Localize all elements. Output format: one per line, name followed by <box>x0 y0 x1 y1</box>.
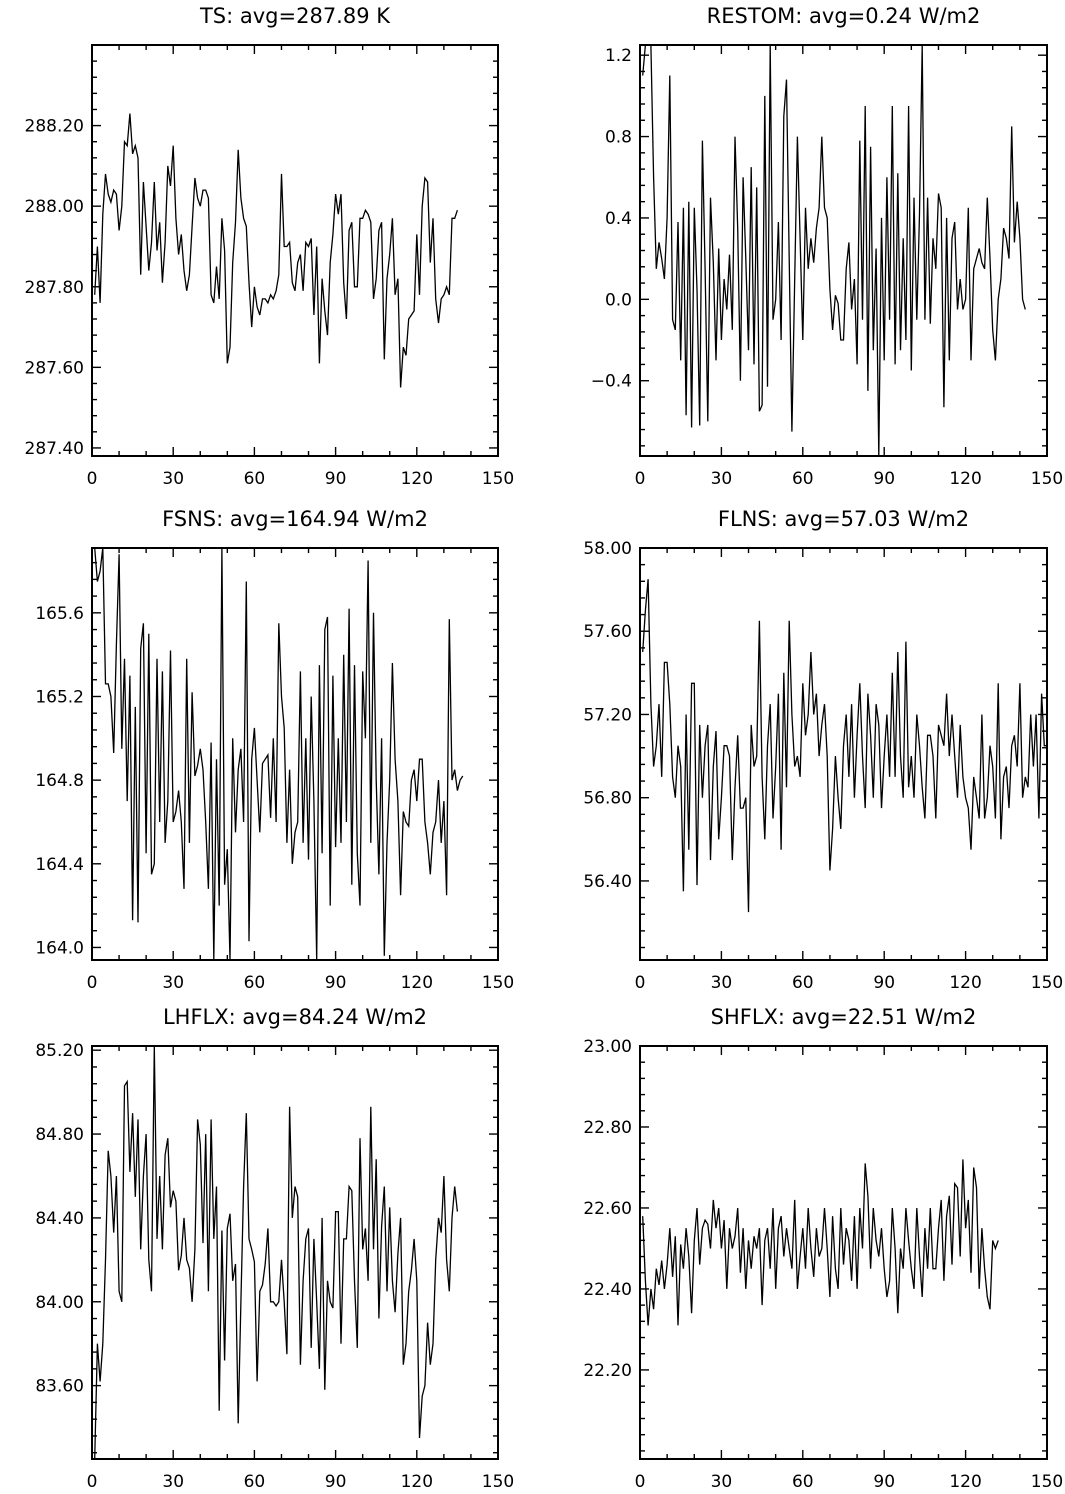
plot-frame <box>91 44 499 457</box>
panel-2: RESTOM: avg=0.24 W/m2 0 30 60 90 120 150 −0.4 0.… <box>591 4 1064 489</box>
y-tick-label: 23.00 <box>583 1037 632 1057</box>
y-tick-label: 56.80 <box>583 789 632 809</box>
x-tick-label: 90 <box>873 1472 895 1492</box>
y-tick-label: 58.00 <box>583 539 632 559</box>
plot-title: RESTOM: avg=0.24 W/m2 <box>707 4 981 28</box>
x-tick-label: 60 <box>792 469 814 489</box>
plot-frame <box>91 1045 499 1460</box>
x-tick-label: 150 <box>1031 469 1063 489</box>
y-tick-label: 1.2 <box>605 46 632 66</box>
x-tick-label: 60 <box>244 1472 266 1492</box>
x-tick-label: 0 <box>635 1472 646 1492</box>
plot-title: FLNS: avg=57.03 W/m2 <box>718 507 969 531</box>
x-tick-label: 30 <box>711 469 733 489</box>
y-tick-label: 287.60 <box>25 358 84 378</box>
x-tick-label: 120 <box>949 469 981 489</box>
x-tick-label: 0 <box>635 973 646 993</box>
x-tick-label: 120 <box>401 973 433 993</box>
panel-4: FLNS: avg=57.03 W/m2 0 30 60 90 120 150 56.40 56… <box>583 507 1063 993</box>
y-tick-label: 164.4 <box>35 855 84 875</box>
x-tick-label: 30 <box>162 1472 184 1492</box>
y-tick-label: 287.40 <box>25 439 84 459</box>
plot-title: LHFLX: avg=84.24 W/m2 <box>163 1005 427 1029</box>
plot-frame <box>639 44 1048 457</box>
y-tick-label: 0.4 <box>605 209 632 229</box>
x-tick-label: 0 <box>87 973 98 993</box>
y-tick-label: 164.0 <box>35 938 84 958</box>
x-tick-label: 150 <box>482 469 514 489</box>
y-tick-label: 165.6 <box>35 604 84 624</box>
y-tick-label: 0.8 <box>605 128 632 148</box>
x-tick-label: 60 <box>792 973 814 993</box>
plot-frame <box>639 547 1048 961</box>
x-tick-label: 30 <box>162 469 184 489</box>
panel-5: LHFLX: avg=84.24 W/m2 0 30 60 90 120 150 83.60 8… <box>35 1005 514 1492</box>
series-line <box>642 1159 999 1326</box>
x-tick-label: 60 <box>244 973 266 993</box>
y-tick-label: 0.0 <box>605 290 632 310</box>
plot-title: FSNS: avg=164.94 W/m2 <box>162 507 428 531</box>
y-tick-label: 57.20 <box>583 705 632 725</box>
series-line <box>94 113 459 388</box>
y-tick-label: 84.40 <box>35 1209 84 1229</box>
series-line <box>94 548 464 960</box>
x-tick-label: 30 <box>711 1472 733 1492</box>
x-tick-label: 90 <box>325 469 347 489</box>
x-tick-label: 0 <box>87 1472 98 1492</box>
y-tick-label: 164.8 <box>35 771 84 791</box>
x-tick-label: 0 <box>635 469 646 489</box>
plot-frame <box>91 547 499 961</box>
y-tick-label: 84.80 <box>35 1125 84 1145</box>
x-tick-label: 30 <box>162 973 184 993</box>
y-tick-label: 56.40 <box>583 872 632 892</box>
x-tick-label: 30 <box>711 973 733 993</box>
panel-6: SHFLX: avg=22.51 W/m2 0 30 60 90 120 150 22.20 2… <box>583 1005 1063 1492</box>
plot-title: TS: avg=287.89 K <box>199 4 391 28</box>
series-line <box>642 45 1026 456</box>
x-tick-label: 120 <box>949 973 981 993</box>
y-tick-label: 288.20 <box>25 117 84 137</box>
y-tick-label: 288.00 <box>25 197 84 217</box>
y-tick-label: 84.00 <box>35 1293 84 1313</box>
y-tick-label: 165.2 <box>35 687 84 707</box>
series-line <box>642 579 1047 913</box>
y-tick-label: 22.60 <box>583 1199 632 1219</box>
y-tick-label: 22.20 <box>583 1361 632 1381</box>
y-tick-label: 287.80 <box>25 278 84 298</box>
x-tick-label: 150 <box>1031 973 1063 993</box>
y-tick-label: 22.80 <box>583 1118 632 1138</box>
panel-1: TS: avg=287.89 K 0 30 60 90 120 150 287.40 287.6… <box>25 4 515 489</box>
y-tick-label: 57.60 <box>583 622 632 642</box>
plot-frame <box>639 1045 1048 1460</box>
series-line <box>94 1046 459 1459</box>
x-tick-label: 120 <box>401 1472 433 1492</box>
x-tick-label: 60 <box>244 469 266 489</box>
panel-3: FSNS: avg=164.94 W/m2 0 30 60 90 120 150 164.0 1… <box>35 507 514 993</box>
x-tick-label: 120 <box>949 1472 981 1492</box>
x-tick-label: 90 <box>325 973 347 993</box>
x-tick-label: 150 <box>482 1472 514 1492</box>
y-tick-label: 83.60 <box>35 1377 84 1397</box>
y-tick-label: 85.20 <box>35 1041 84 1061</box>
x-tick-label: 120 <box>401 469 433 489</box>
x-tick-label: 0 <box>87 469 98 489</box>
x-tick-label: 90 <box>873 469 895 489</box>
y-tick-label: 22.40 <box>583 1280 632 1300</box>
y-tick-label: −0.4 <box>591 372 632 392</box>
x-tick-label: 150 <box>1031 1472 1063 1492</box>
x-tick-label: 150 <box>482 973 514 993</box>
x-tick-label: 90 <box>325 1472 347 1492</box>
plot-title: SHFLX: avg=22.51 W/m2 <box>711 1005 977 1029</box>
x-tick-label: 90 <box>873 973 895 993</box>
x-tick-label: 60 <box>792 1472 814 1492</box>
